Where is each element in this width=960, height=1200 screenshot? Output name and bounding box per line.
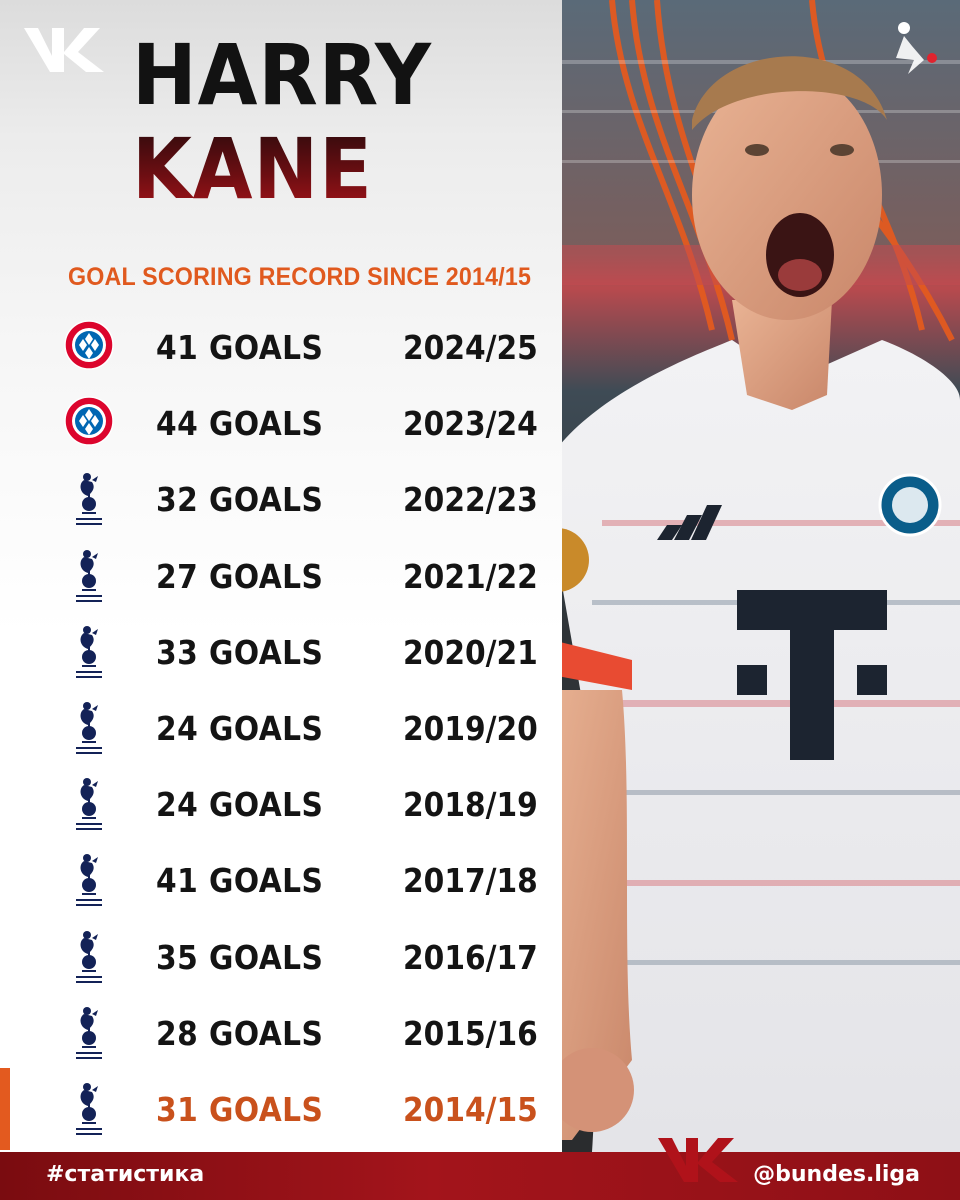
record-row: 41 GOALS 2017/18 [0, 851, 562, 911]
footer-handle: @bundes.liga [753, 1162, 920, 1187]
tottenham-cockerel-crest-icon [62, 775, 116, 835]
season-label: 2020/21 [403, 632, 538, 672]
title-last-name: KANE [132, 122, 432, 216]
footer-hashtag: #статистика [46, 1162, 205, 1187]
record-row: 33 GOALS 2020/21 [0, 623, 562, 683]
season-label: 2024/25 [403, 328, 538, 367]
tottenham-cockerel-crest-icon [62, 1080, 116, 1140]
season-label: 2015/16 [403, 1013, 538, 1053]
record-row: 28 GOALS 2015/16 [0, 1004, 562, 1064]
tottenham-cockerel-crest-icon [62, 928, 116, 988]
tottenham-cockerel-crest-icon [62, 851, 116, 911]
fc-bayern-crest-icon [62, 318, 116, 378]
season-label: 2022/23 [403, 480, 538, 520]
record-row: 24 GOALS 2018/19 [0, 775, 562, 835]
tottenham-cockerel-crest-icon [62, 1004, 116, 1064]
bundesliga-logo-icon [896, 22, 937, 74]
goals-count: 41 GOALS [156, 328, 324, 367]
tottenham-cockerel-crest-icon [62, 547, 116, 607]
vk-logo-icon [24, 28, 104, 72]
page-title: HARRY KANE [132, 28, 432, 216]
tottenham-cockerel-crest-icon [62, 623, 116, 683]
accent-tab [0, 1068, 10, 1150]
record-row: 31 GOALS 2014/15 [0, 1080, 562, 1140]
season-label: 2014/15 [403, 1090, 538, 1129]
goals-count: 33 GOALS [156, 632, 324, 672]
player-photo [562, 0, 960, 1152]
tottenham-cockerel-crest-icon [62, 470, 116, 530]
season-label: 2019/20 [403, 709, 538, 748]
goals-count: 31 GOALS [156, 1090, 324, 1129]
goals-count: 24 GOALS [156, 709, 324, 748]
record-row: 41 GOALS 2024/25 [0, 318, 562, 378]
season-label: 2021/22 [403, 556, 538, 596]
subtitle: GOAL SCORING RECORD SINCE 2014/15 [68, 263, 532, 291]
player-photo-illustration [562, 0, 960, 1152]
record-row: 24 GOALS 2019/20 [0, 699, 562, 759]
goals-count: 35 GOALS [156, 937, 324, 977]
record-row: 44 GOALS 2023/24 [0, 394, 562, 454]
fc-bayern-crest-icon [62, 394, 116, 454]
footer-bar: #статистика @bundes.liga [0, 1152, 960, 1200]
goals-count: 27 GOALS [156, 556, 324, 596]
season-label: 2016/17 [403, 937, 538, 977]
goals-count: 41 GOALS [156, 861, 324, 901]
record-row: 35 GOALS 2016/17 [0, 928, 562, 988]
season-label: 2018/19 [403, 785, 538, 825]
tottenham-cockerel-crest-icon [62, 699, 116, 759]
title-first-name: HARRY [132, 26, 432, 124]
vk-logo-footer-icon [658, 1138, 738, 1182]
record-row: 27 GOALS 2021/22 [0, 547, 562, 607]
season-label: 2017/18 [403, 861, 538, 901]
goals-count: 24 GOALS [156, 785, 324, 825]
goals-count: 28 GOALS [156, 1013, 324, 1053]
season-label: 2023/24 [403, 404, 538, 444]
goals-count: 44 GOALS [156, 404, 324, 444]
record-row: 32 GOALS 2022/23 [0, 470, 562, 530]
goals-count: 32 GOALS [156, 480, 324, 520]
